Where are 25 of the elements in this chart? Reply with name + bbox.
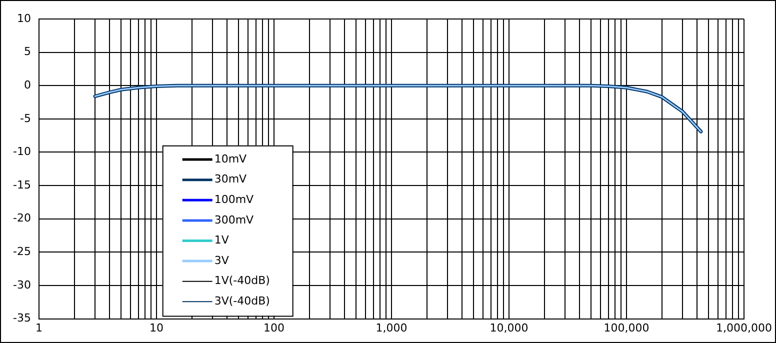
legend-label: 300mV [214,213,254,226]
x-tick-label: 1,000,000 [716,321,772,334]
x-tick-label: 10 [149,321,164,334]
legend-label: 1V(-40dB) [214,274,270,288]
y-tick-label: 5 [24,45,31,58]
y-tick-label: -5 [20,112,31,125]
x-tick-label: 1 [35,321,42,334]
x-tick-label: 100 [263,321,284,334]
x-tick-label: 10,000 [490,321,528,334]
legend-label: 30mV [214,172,248,186]
legend-label: 3V(-40dB) [214,294,270,308]
y-tick-label: -15 [13,178,31,192]
y-tick-label: 0 [24,78,31,92]
y-tick-label: -25 [13,245,31,258]
y-tick-label: -10 [13,145,31,158]
y-tick-label: -30 [13,278,31,292]
y-tick-label: 10 [16,12,31,25]
legend-label: 1V [214,234,230,247]
legend-label: 10mV [214,152,248,166]
x-tick-label: 1,000 [376,321,408,334]
y-tick-label: -35 [13,312,31,325]
x-tick-label: 100,000 [604,321,650,334]
y-tick-label: -20 [13,212,31,225]
legend-label: 3V [214,254,230,267]
legend-label: 100mV [214,193,254,206]
